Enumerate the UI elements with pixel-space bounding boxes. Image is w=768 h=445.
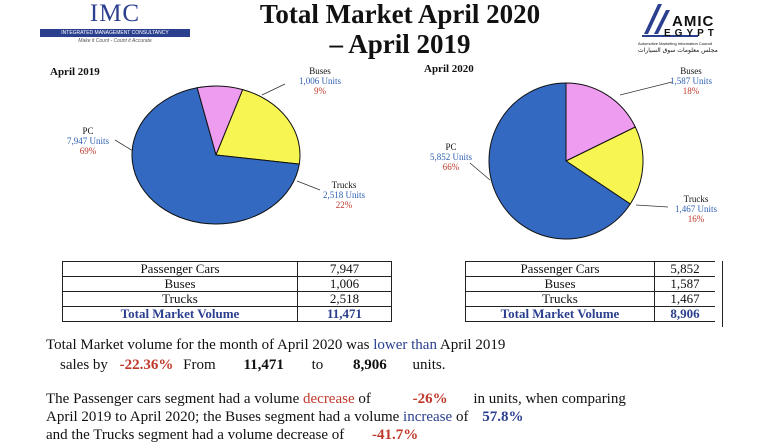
table-cell-label: Trucks	[62, 291, 298, 307]
amic-logo-arabic: مجلس معلومات سوق السيارات	[638, 47, 718, 54]
summary-pc-change: -26%	[412, 391, 448, 407]
summary-line-3-start: The Passenger cars segment had a volume	[46, 391, 300, 407]
label-2019-buses: Buses 1,006 Units 9%	[280, 66, 360, 96]
pie-slice-trucks	[565, 126, 644, 205]
label-2020-buses-name: Buses	[680, 66, 702, 76]
chart-2020-title: April 2020	[424, 63, 474, 75]
summary-line-2-start: sales by	[60, 357, 108, 373]
table-row: Trucks 1,467	[465, 291, 715, 307]
title-line-2: – April 2019	[329, 29, 471, 59]
amic-logo-bottom: EGYPT	[664, 28, 718, 39]
label-2020-buses-units: 1,587 Units	[669, 76, 712, 86]
label-2020-trucks: Trucks 1,467 Units 16%	[660, 194, 732, 224]
chart-2019-title: April 2019	[50, 66, 100, 78]
table-row: Buses 1,587	[465, 276, 715, 292]
table-cell-value: 5,852	[654, 261, 715, 277]
table-cell-value: 2,518	[297, 291, 392, 307]
summary-to-value: 8,906	[353, 357, 387, 373]
amic-logo-top: AMIC	[672, 13, 715, 30]
label-2019-buses-percent: 9%	[314, 86, 326, 96]
table-cell-label: Passenger Cars	[62, 261, 298, 277]
summary-line-5: and the Trucks segment had a volume decr…	[46, 426, 418, 445]
summary-line-3: The Passenger cars segment had a volume …	[46, 390, 626, 409]
summary-from-word: From	[183, 357, 216, 373]
table-cell-label: Buses	[62, 276, 298, 292]
label-2019-pc: PC 7,947 Units 69%	[46, 126, 130, 156]
summary-line-1-end: April 2019	[439, 337, 506, 353]
summary-line-5-text: and the Trucks segment had a volume decr…	[46, 427, 345, 443]
pie-slice-buses	[196, 85, 244, 157]
imc-logo-subtitle: INTEGRATED MANAGEMENT CONSULTANCY	[40, 29, 190, 37]
label-2019-trucks-units: 2,518 Units	[322, 190, 365, 200]
summary-lower-than: lower than	[373, 337, 437, 353]
summary-decrease-word: decrease	[303, 391, 355, 407]
summary-buses-change: 57.8%	[482, 409, 524, 425]
label-2019-trucks-percent: 22%	[335, 200, 353, 210]
page-title: Total Market April 2020 – April 2019	[190, 0, 610, 60]
table-total-value: 8,906	[654, 306, 715, 322]
summary-of-word-1: of	[358, 391, 371, 407]
label-2020-pc-units: 5,852 Units	[429, 152, 472, 162]
label-2020-pc-name: PC	[445, 142, 457, 152]
imc-logo-name: IMC	[89, 0, 141, 27]
summary-of-word-2: of	[455, 409, 469, 425]
table-cell-value: 1,006	[297, 276, 392, 292]
amic-logo: AMIC EGYPT Automotive Marketing Informat…	[638, 0, 764, 58]
summary-line-4-start: April 2019 to April 2020; the Buses segm…	[46, 409, 400, 425]
summary-increase-word: increase	[403, 409, 453, 425]
summary-line-3-end: in units, when comparing	[473, 391, 626, 407]
table-total-value: 11,471	[297, 306, 392, 322]
pie-slice-pc	[488, 82, 631, 240]
summary-line-1-text: Total Market volume for the month of Apr…	[46, 337, 370, 353]
label-2019-pc-units: 7,947 Units	[66, 136, 109, 146]
label-2020-pc: PC 5,852 Units 66%	[414, 142, 488, 172]
table-row: Buses 1,006	[62, 276, 392, 292]
pie-slice-buses	[565, 82, 636, 162]
table-row: Trucks 2,518	[62, 291, 392, 307]
imc-logo-tagline: Make it Count - Count it Accurate	[78, 38, 152, 44]
label-2019-trucks-name: Trucks	[331, 180, 357, 190]
label-2019-trucks: Trucks 2,518 Units 22%	[302, 180, 386, 210]
summary-from-value: 11,471	[243, 357, 284, 373]
pie-slice-trucks	[215, 88, 301, 165]
summary-trucks-change: -41.7%	[372, 427, 419, 443]
table-cell-value: 1,587	[654, 276, 715, 292]
label-2020-buses: Buses 1,587 Units 18%	[650, 66, 732, 96]
summary-line-2: sales by -22.36% From 11,471 to 8,906 un…	[60, 356, 445, 375]
imc-logo: IMC INTEGRATED MANAGEMENT CONSULTANCY Ma…	[40, 0, 192, 50]
table-2020-edge	[722, 261, 723, 327]
label-2019-pc-percent: 69%	[79, 146, 97, 156]
summary-line-2-end: units.	[412, 357, 446, 373]
label-2019-buses-name: Buses	[309, 66, 331, 76]
table-row: Passenger Cars 7,947	[62, 261, 392, 277]
table-total-row: Total Market Volume 8,906	[465, 306, 715, 322]
table-cell-value: 1,467	[654, 291, 715, 307]
table-2019: Passenger Cars 7,947 Buses 1,006 Trucks …	[62, 261, 392, 322]
amic-logo-caption: Automotive Marketing Information Council	[638, 41, 713, 46]
table-cell-value: 7,947	[297, 261, 392, 277]
table-total-row: Total Market Volume 11,471	[62, 306, 392, 322]
table-total-label: Total Market Volume	[62, 306, 298, 322]
table-total-label: Total Market Volume	[465, 306, 655, 322]
table-row: Passenger Cars 5,852	[465, 261, 715, 277]
table-cell-label: Trucks	[465, 291, 655, 307]
label-2020-pc-percent: 66%	[442, 162, 460, 172]
summary-to-word: to	[311, 357, 324, 373]
amic-logo-mark	[642, 4, 698, 37]
table-2020: Passenger Cars 5,852 Buses 1,587 Trucks …	[465, 261, 715, 322]
label-2020-trucks-percent: 16%	[687, 214, 705, 224]
label-2020-trucks-name: Trucks	[683, 194, 709, 204]
summary-line-1: Total Market volume for the month of Apr…	[46, 336, 505, 355]
title-line-1: Total Market April 2020	[259, 0, 541, 29]
table-cell-label: Passenger Cars	[465, 261, 655, 277]
summary-total-change: -22.36%	[119, 357, 174, 373]
label-2019-pc-name: PC	[82, 126, 94, 136]
summary-line-4: April 2019 to April 2020; the Buses segm…	[46, 408, 523, 427]
table-cell-label: Buses	[465, 276, 655, 292]
label-2020-buses-percent: 18%	[682, 86, 700, 96]
label-2020-trucks-units: 1,467 Units	[674, 204, 717, 214]
label-2019-buses-units: 1,006 Units	[298, 76, 341, 86]
pie-slice-pc	[131, 87, 300, 225]
